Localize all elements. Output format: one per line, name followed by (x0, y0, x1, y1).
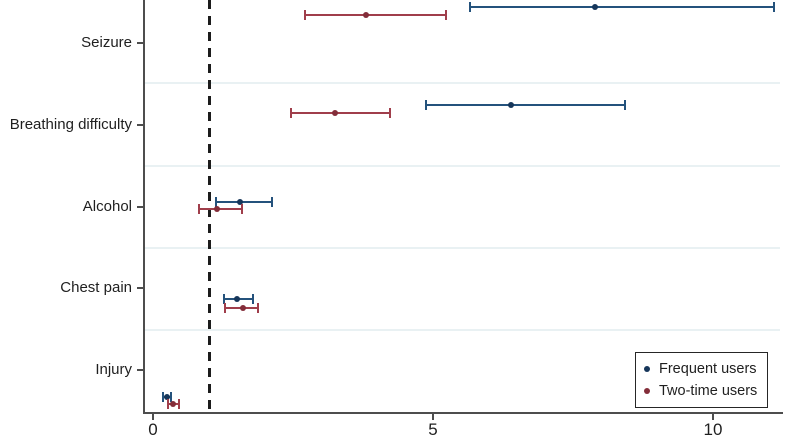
x-tick-label: 5 (428, 420, 438, 438)
ci-cap-left (469, 2, 472, 12)
ci-cap-left (214, 197, 217, 207)
legend-marker-dot (644, 366, 650, 372)
legend-item: Frequent users (644, 358, 757, 380)
x-tick (712, 414, 714, 420)
point-estimate-dot (163, 394, 170, 400)
category-label: Seizure (81, 34, 132, 51)
x-tick (152, 414, 154, 420)
error-bar (214, 197, 274, 207)
legend: Frequent users Two-time users (635, 352, 769, 408)
category-label: Alcohol (82, 198, 132, 215)
point-estimate-dot (214, 206, 221, 212)
gridline (143, 247, 780, 249)
category-tick (137, 369, 143, 371)
point-estimate-dot (236, 199, 243, 205)
x-tick-label: 0 (148, 420, 158, 438)
category-tick (137, 42, 143, 44)
x-tick-label: 10 (703, 420, 723, 438)
ci-cap-right (624, 100, 627, 110)
y-axis-line (143, 0, 145, 414)
ci-cap-left (197, 204, 200, 214)
error-bar (424, 100, 627, 110)
ci-line (214, 201, 274, 203)
ci-cap-right (772, 2, 775, 12)
category-tick (137, 124, 143, 126)
legend-item: Two-time users (644, 380, 757, 402)
error-bar (304, 10, 447, 20)
ci-cap-left (223, 294, 225, 304)
error-bar (161, 392, 173, 402)
ci-cap-left (161, 392, 164, 402)
ci-cap-left (290, 108, 293, 118)
error-bar (167, 399, 180, 409)
category-label: Chest pain (60, 279, 132, 296)
error-bar (290, 108, 391, 118)
point-estimate-dot (508, 102, 515, 108)
gridline (143, 329, 780, 331)
point-estimate-dot (170, 401, 177, 407)
error-bar (469, 2, 775, 12)
ci-cap-left (424, 100, 427, 110)
ci-cap-right (444, 10, 447, 20)
error-bar (223, 294, 254, 304)
legend-marker-dot (644, 388, 650, 394)
ci-cap-right (251, 294, 254, 304)
x-tick (432, 414, 434, 420)
ci-line (469, 6, 775, 8)
x-axis-line (143, 412, 783, 414)
point-estimate-dot (592, 4, 599, 10)
error-bar (224, 303, 260, 313)
gridline (143, 82, 780, 84)
ci-cap-right (170, 392, 173, 402)
ci-cap-right (388, 108, 391, 118)
category-label: Breathing difficulty (9, 116, 132, 133)
gridline (143, 165, 780, 167)
ci-line (290, 112, 391, 114)
category-tick (137, 206, 143, 208)
ci-cap-right (257, 303, 260, 313)
category-label: Injury (95, 361, 132, 378)
ci-line (424, 104, 627, 106)
legend-item-label: Two-time users (659, 383, 758, 399)
reference-line (207, 0, 211, 412)
ci-cap-right (271, 197, 274, 207)
point-estimate-dot (239, 305, 246, 311)
ci-cap-right (177, 399, 180, 409)
ci-line (197, 208, 243, 210)
ci-cap-left (224, 303, 227, 313)
point-estimate-dot (362, 12, 369, 18)
point-estimate-dot (234, 296, 240, 302)
point-estimate-dot (331, 110, 338, 116)
error-bar (197, 204, 243, 214)
ci-cap-left (167, 399, 169, 409)
ci-cap-left (304, 10, 307, 20)
category-tick (137, 287, 143, 289)
ci-line (304, 14, 447, 16)
legend-item-label: Frequent users (659, 361, 757, 377)
ci-cap-right (240, 204, 243, 214)
